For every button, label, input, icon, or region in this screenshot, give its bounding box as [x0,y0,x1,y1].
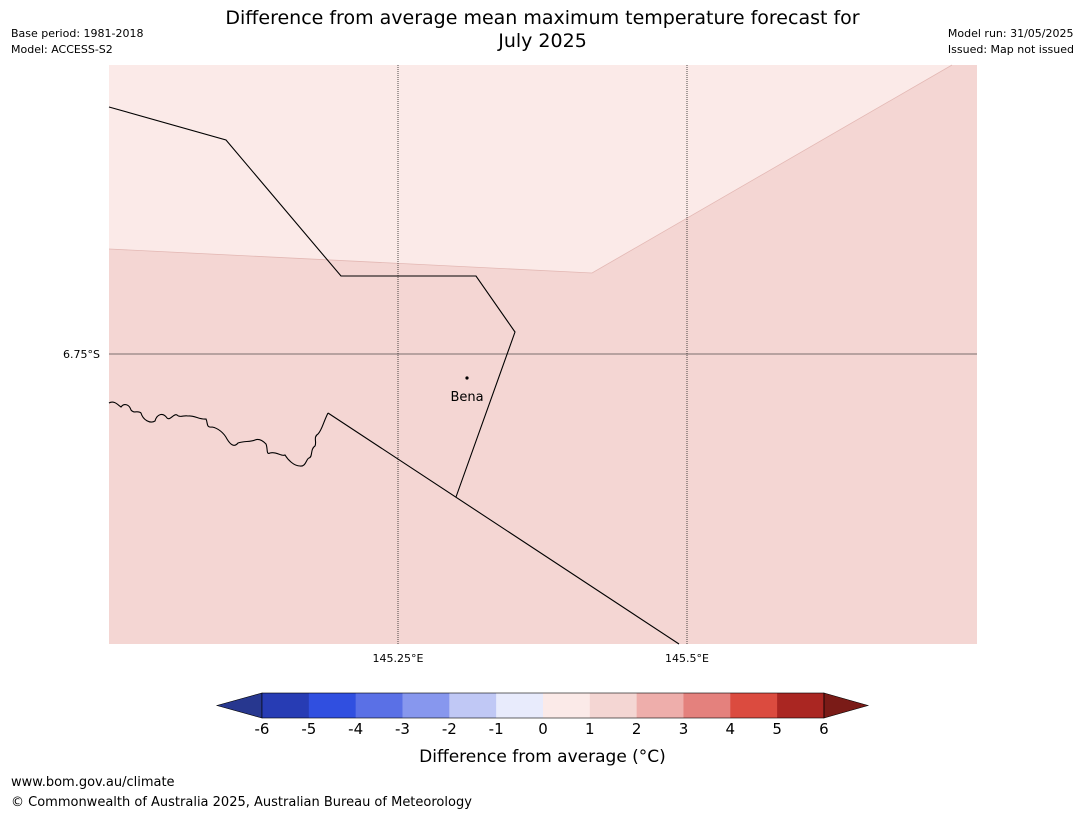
lon-tick-label-145-25: 145.25°E [373,652,424,665]
colorbar-label: Difference from average (°C) [419,747,666,767]
base-period-text: Base period: 1981-2018 [11,27,144,40]
bena-label: Bena [450,390,483,405]
map-panel: Bena 6.75°S 145.25°E 145.5°E [63,64,977,665]
river-boundary [108,401,329,467]
colorbar-ticks: -6 -5 -4 -3 -2 -1 0 1 2 3 4 5 6 [0,720,1085,740]
colorbar-tick-label: 6 [819,720,829,738]
colorbar [215,692,870,719]
colorbar-segment [683,693,731,718]
band-boundary [108,64,953,274]
colorbar-tick-label: 2 [631,720,642,738]
colorbar-segment [730,693,778,718]
colorbar-tick-label: -5 [301,720,317,738]
model-run-text: Model run: 31/05/2025 [947,27,1074,40]
issued-text: Issued: Map not issued [947,43,1074,56]
province-boundary-north [108,106,516,498]
colorbar-tick-label: -6 [254,720,270,738]
bena-marker [465,376,469,380]
lon-tick-label-145-5: 145.5°E [665,652,709,665]
map-title: Difference from average mean maximum tem… [0,7,1085,53]
colorbar-outline [261,692,825,719]
colorbar-segment [449,693,497,718]
colorbar-segment [308,693,357,718]
colorbar-segment [777,693,825,718]
colorbar-tick-label: -2 [441,720,457,738]
colorbar-tick-label: -3 [395,720,410,738]
lat-tick-label: 6.75°S [63,348,100,361]
colorbar-tick-label: 5 [772,720,782,738]
model-text: Model: ACCESS-S2 [11,43,113,56]
footer-url: www.bom.gov.au/climate [11,775,175,790]
meta-right: Model run: 31/05/2025 Issued: Map not is… [948,26,1074,58]
colorbar-segment [589,693,638,718]
colorbar-tick-label: 1 [585,720,595,738]
colorbar-segment [262,693,310,718]
title-line-1: Difference from average mean maximum tem… [225,7,860,29]
colorbar-tick-label: 4 [725,720,736,738]
colorbar-tick-label: -4 [348,720,364,738]
colorbar-tick-label: -1 [488,720,504,738]
colorbar-segment [636,693,684,718]
colorbar-segment [542,693,591,718]
title-line-2: July 2025 [498,30,587,52]
colorbar-segment [355,693,403,718]
colorbar-tick-label: 0 [538,720,548,738]
footer-copyright: © Commonwealth of Australia 2025, Austra… [11,795,472,810]
colorbar-tick-label: 3 [678,720,689,738]
province-boundary-south [327,412,680,645]
meta-left: Base period: 1981-2018 Model: ACCESS-S2 [11,26,143,58]
colorbar-segment [402,693,450,718]
colorbar-extend-high [823,692,870,719]
colorbar-segment [496,693,544,718]
colorbar-extend-low [215,692,263,719]
